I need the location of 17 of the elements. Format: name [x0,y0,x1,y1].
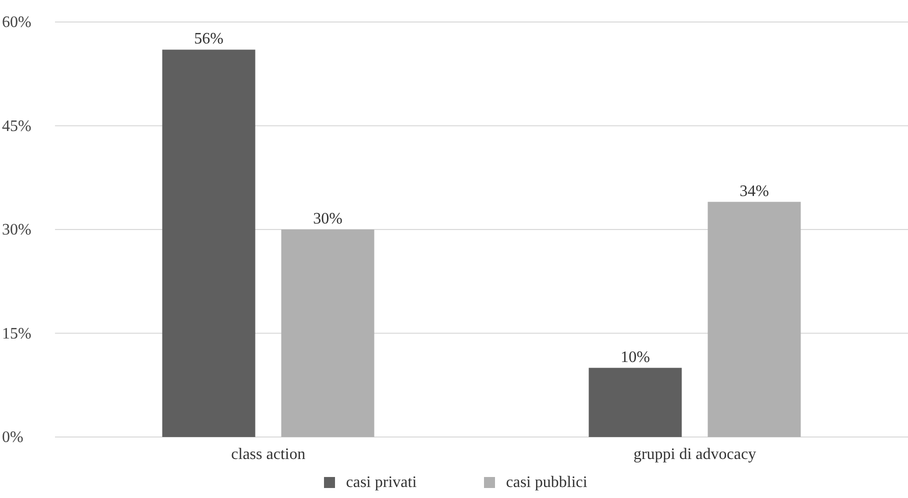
y-tick-label: 60% [2,14,32,31]
text: 56% [194,30,224,48]
text: 30% [313,210,342,228]
legend-label: casi privati [346,474,418,491]
y-tick-label: 0% [2,429,24,446]
x-tick-label: gruppi di advocacy [633,446,756,463]
bar [708,202,801,437]
y-tick-label: 30% [2,222,32,238]
legend-label: casi pubblici [506,474,588,491]
bar [281,230,374,437]
text: 10% [620,348,650,366]
bar [162,50,256,437]
x-tick-label: class action [231,446,306,463]
y-tick-label: 15% [2,325,32,342]
bar [588,368,682,437]
y-tick-label: 45% [2,118,32,135]
text: 34% [740,182,769,200]
